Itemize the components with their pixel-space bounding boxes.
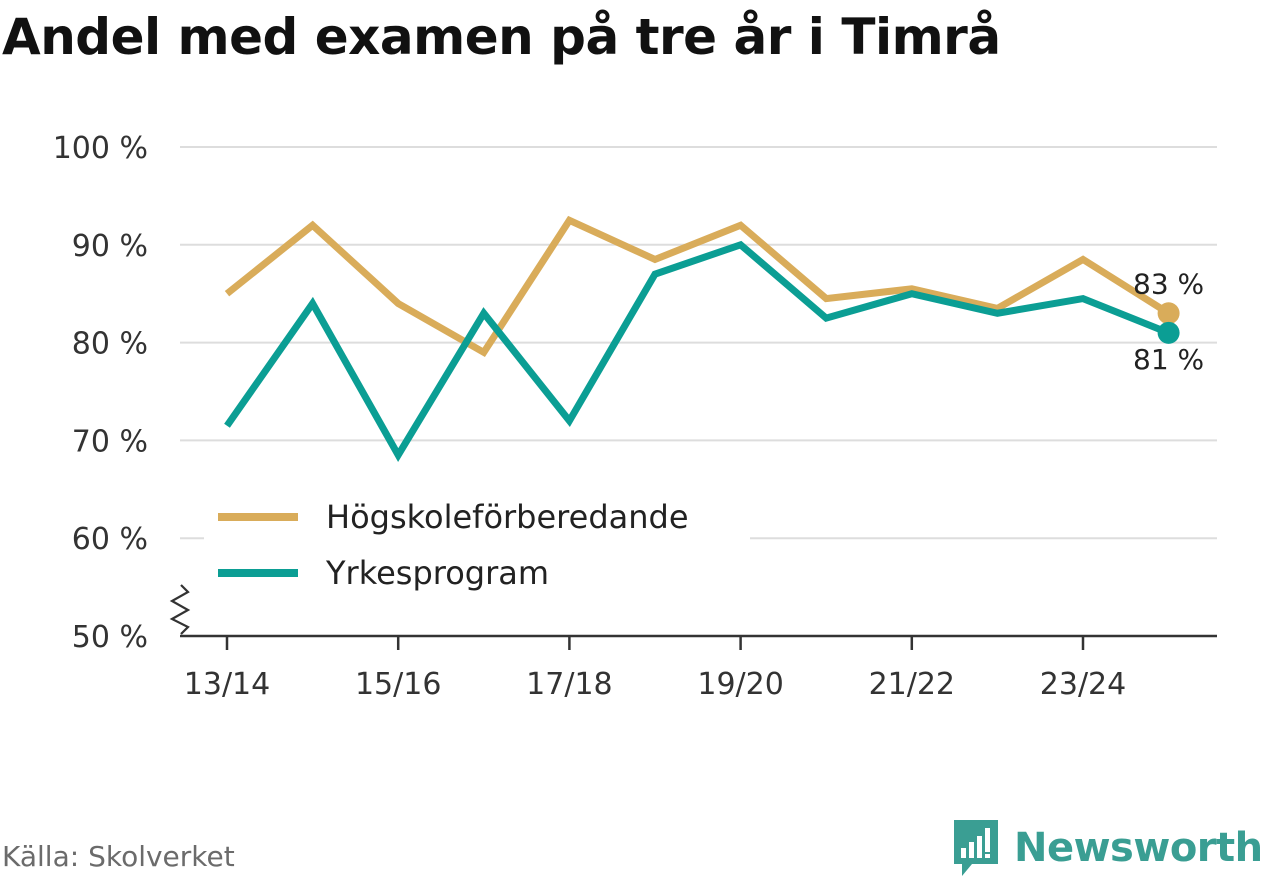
- series-end-point: [1157, 302, 1180, 325]
- x-tick-label: 19/20: [697, 667, 783, 702]
- brand-name: Newsworthy: [1014, 825, 1262, 871]
- x-tick-label: 17/18: [526, 667, 612, 702]
- legend-label: Högskoleförberedande: [326, 498, 689, 536]
- series-end-label: 83 %: [1133, 267, 1204, 300]
- y-tick-label: 80 %: [72, 327, 148, 362]
- y-tick-label: 70 %: [72, 424, 148, 459]
- line-chart: 50 % 60 % 70 % 80 % 90 % 100 % 13/14 15/16 17/1…: [53, 131, 1217, 702]
- x-tick-label: 13/14: [184, 667, 270, 702]
- series-line: [224, 240, 1170, 463]
- bar-chart-logo-icon: [954, 820, 998, 876]
- y-tick-label: 60 %: [72, 522, 148, 557]
- y-tick-label: 100 %: [53, 131, 148, 166]
- axes: [169, 584, 1217, 638]
- x-tick-label: 21/22: [869, 667, 955, 702]
- y-axis-break: [169, 584, 191, 635]
- y-tick-label: 90 %: [72, 229, 148, 264]
- legend: Högskoleförberedande Yrkesprogram: [204, 492, 750, 600]
- series: 83 % 81 %: [224, 215, 1204, 463]
- x-tick-label: 15/16: [355, 667, 441, 702]
- series-end-point: [1157, 321, 1180, 344]
- series-end-label: 81 %: [1133, 343, 1204, 376]
- legend-label: Yrkesprogram: [325, 554, 549, 592]
- legend-background: [204, 492, 750, 600]
- series-line: [224, 215, 1171, 358]
- y-tick-label: 50 %: [72, 620, 148, 655]
- y-axis-ticks: 50 % 60 % 70 % 80 % 90 % 100 %: [53, 131, 148, 655]
- brand-logo[interactable]: Newsworthy: [950, 818, 1262, 878]
- x-tick-label: 23/24: [1040, 667, 1126, 702]
- chart-title: Andel med examen på tre år i Timrå: [2, 8, 1001, 66]
- x-axis-ticks: 13/14 15/16 17/18 19/20 21/22 23/24: [184, 636, 1126, 702]
- source-note: Källa: Skolverket: [2, 840, 235, 873]
